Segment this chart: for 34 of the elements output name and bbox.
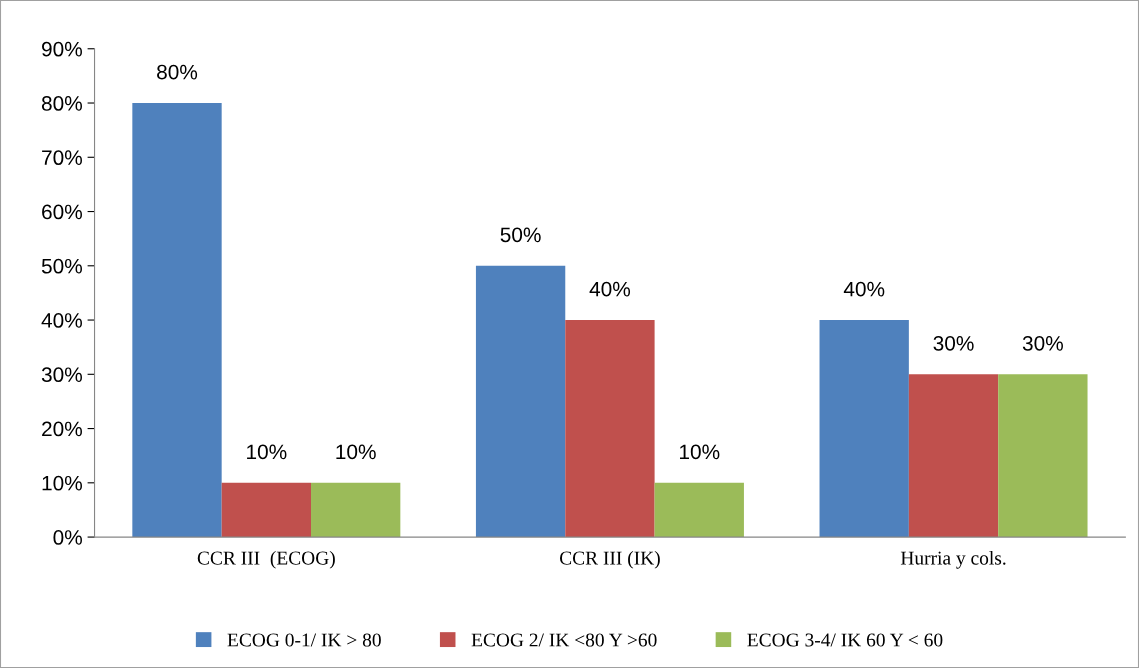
data-label: 10% (336, 444, 376, 460)
y-tick-label: 60% (42, 204, 82, 220)
bar (311, 482, 401, 538)
bar (654, 482, 744, 538)
bar (132, 103, 222, 538)
bar (475, 265, 566, 538)
data-label: 40% (843, 281, 885, 297)
y-tick-label: 10% (42, 475, 82, 491)
y-tick-label: 0% (53, 530, 82, 545)
legend-label: ECOG 3-4/ IK 60 Y < 60 (747, 633, 943, 647)
y-tick-label: 90% (42, 41, 82, 57)
bar (565, 320, 655, 538)
data-label: 80% (157, 64, 198, 80)
bar (908, 374, 999, 538)
y-tick-label: 80% (41, 96, 82, 111)
y-tick-label: 70% (42, 150, 82, 166)
data-label: 30% (933, 335, 974, 351)
y-tick-label: 20% (42, 421, 82, 437)
y-tick-label: 50% (41, 258, 82, 274)
y-tick-label: 30% (41, 367, 82, 383)
data-label: 30% (1022, 335, 1063, 351)
data-label: 50% (500, 227, 541, 243)
bar (998, 374, 1088, 538)
y-tick-label: 40% (41, 313, 82, 328)
data-label: 10% (247, 444, 287, 460)
data-label: 10% (680, 444, 720, 460)
x-tick-label: CCR III (ECOG) (197, 550, 335, 569)
legend-label: ECOG 2/ IK <80 Y >60 (471, 633, 657, 647)
data-label: 40% (589, 281, 631, 297)
bar (221, 482, 311, 538)
x-tick-label: CCR III (IK) (559, 550, 660, 569)
bar (819, 320, 909, 538)
x-tick-label: Hurria y cols. (900, 550, 1006, 569)
legend-label: ECOG 0-1/ IK > 80 (227, 633, 381, 647)
